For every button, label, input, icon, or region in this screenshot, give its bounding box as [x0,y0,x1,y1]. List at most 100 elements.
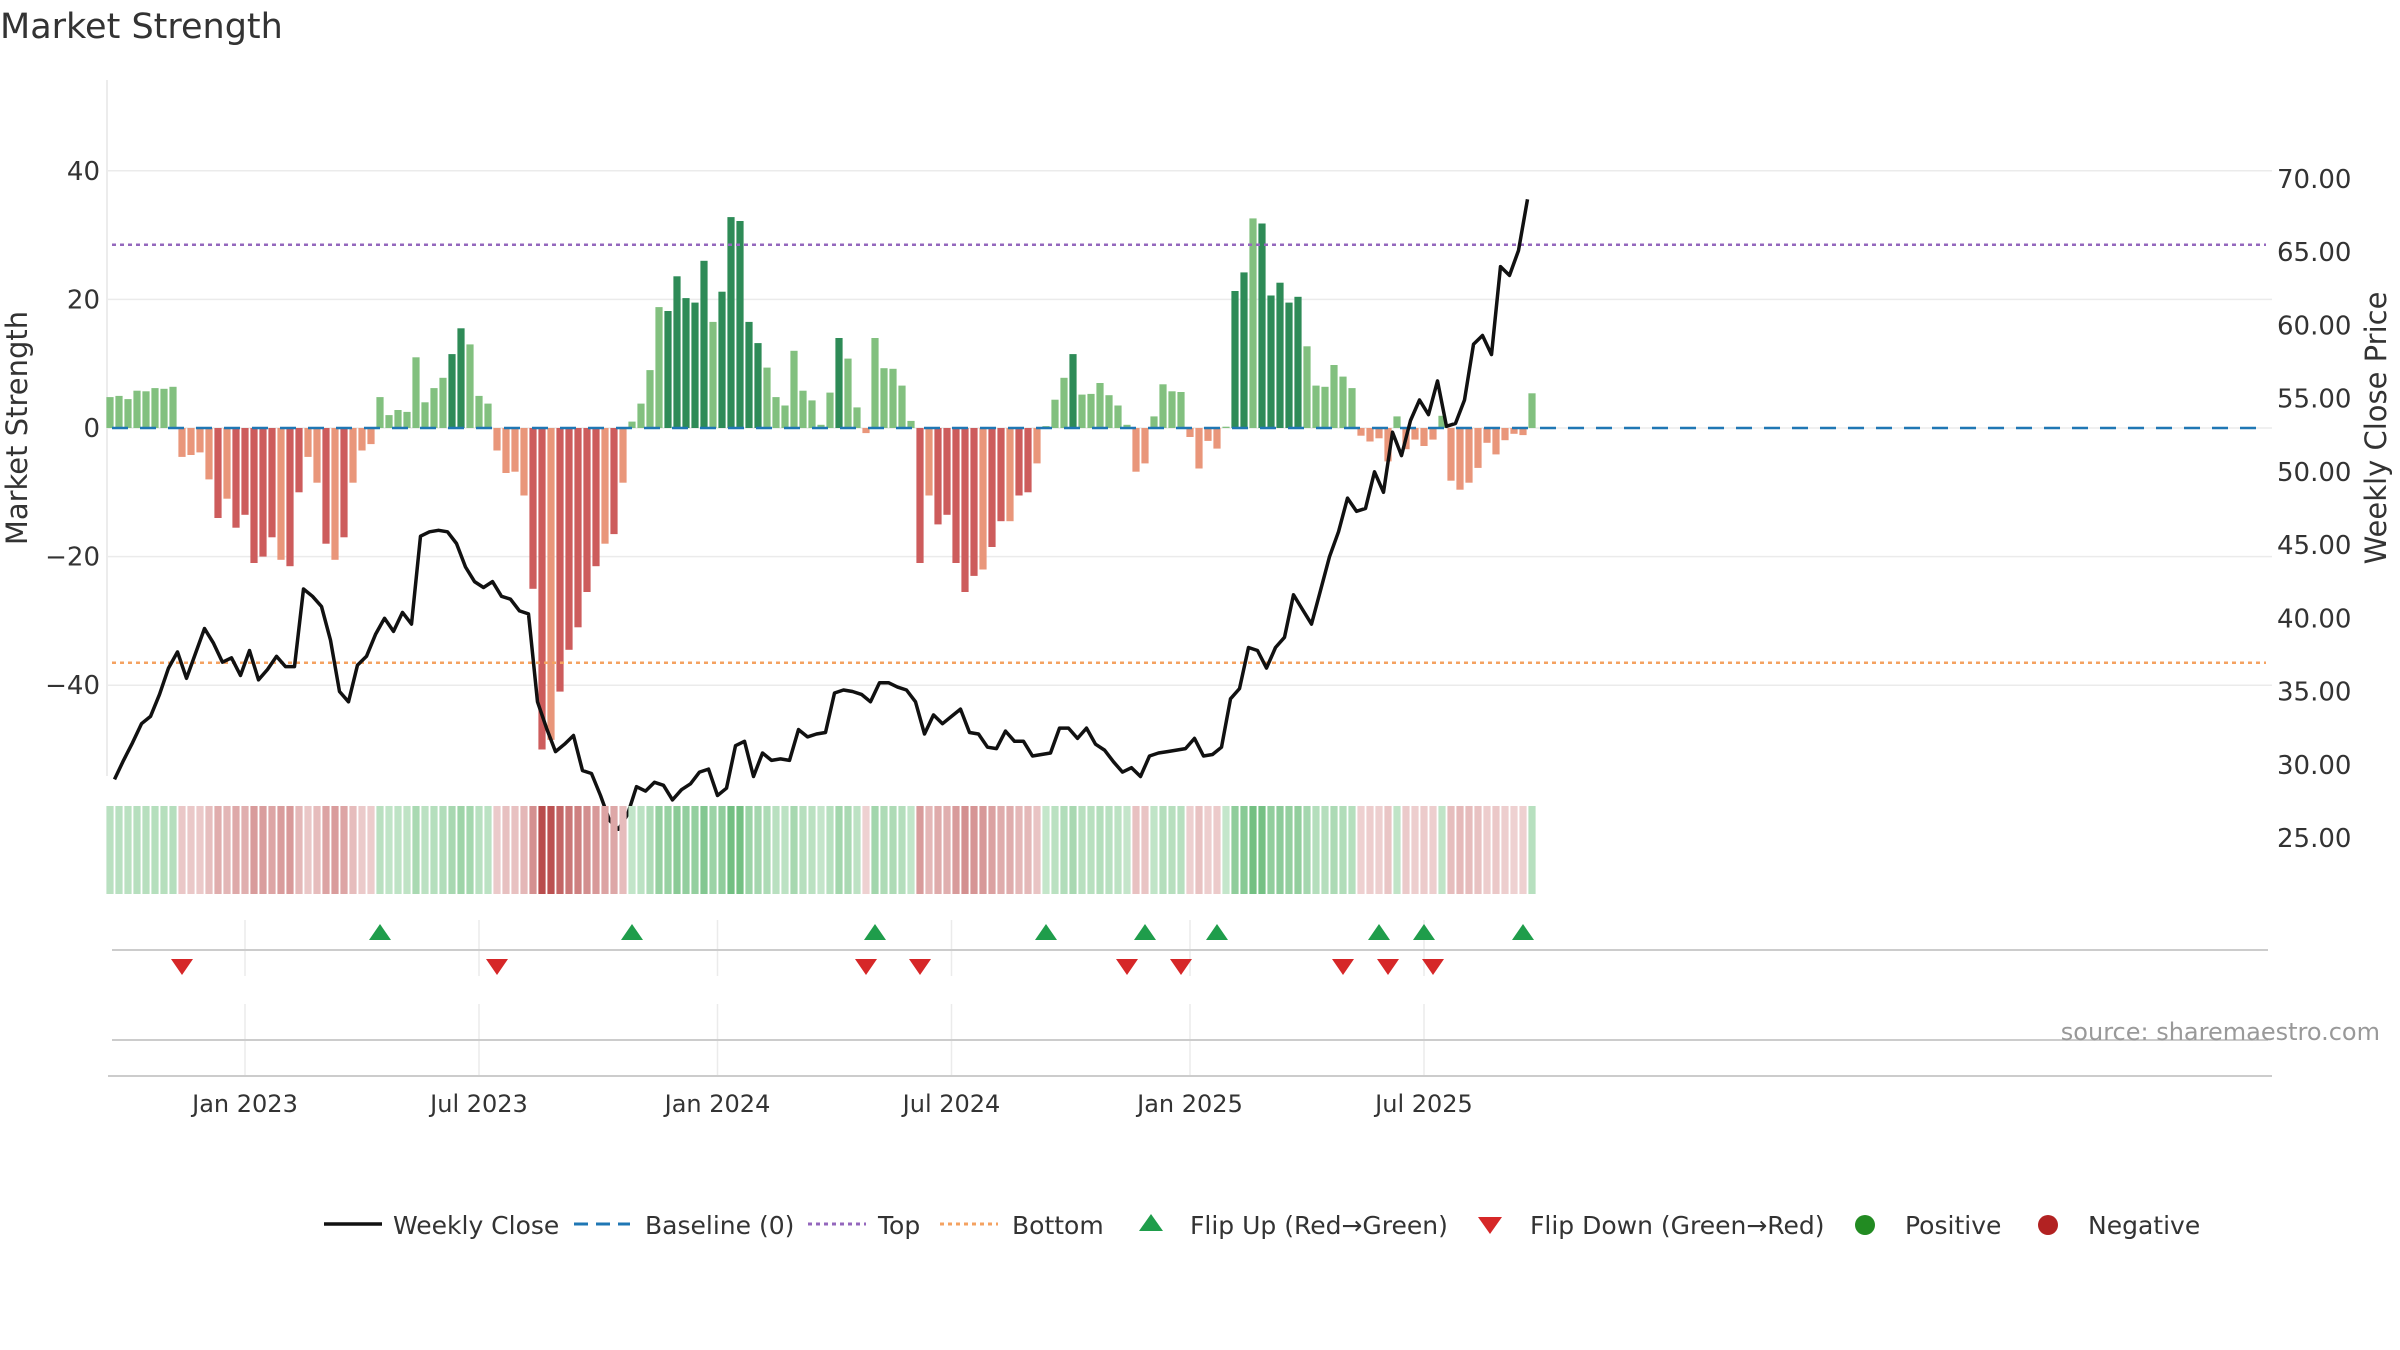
strength-bar [1159,384,1167,428]
heat-cell [1294,806,1302,894]
legend-top-label: Top [877,1211,920,1240]
y2-tick-label: 55.00 [2277,385,2351,415]
heat-cell [1420,806,1428,894]
heat-cell [349,806,357,894]
flip-up-marker [1134,924,1156,940]
strength-bar [421,402,429,428]
heat-cell [160,806,168,894]
heat-cell [916,806,924,894]
heat-cell [1051,806,1059,894]
heat-cell [583,806,591,894]
heat-cell [601,806,609,894]
strength-bar [889,368,897,428]
strength-bar [853,407,861,428]
heat-cell [781,806,789,894]
strength-bar [799,390,807,428]
x-tick-label: Jul 2023 [428,1090,528,1118]
x-tick-label: Jan 2024 [663,1090,771,1118]
heat-cell [1078,806,1086,894]
strength-bar [394,410,402,428]
heat-cell [1375,806,1383,894]
strength-bar [475,395,483,428]
heat-cell [979,806,987,894]
strength-bar [295,428,303,493]
strength-bar [1258,223,1266,428]
flip-up-marker [1512,924,1534,940]
strength-bar [205,428,213,480]
strength-bar [718,291,726,428]
legend-positive: Positive [1855,1211,2001,1240]
flip-up-marker [1035,924,1057,940]
heat-cell [1105,806,1113,894]
heat-cell [457,806,465,894]
flip-down-marker [1116,959,1138,975]
heat-cell [367,806,375,894]
strength-bar [1483,428,1491,443]
strength-bar [1222,426,1230,428]
heat-cell [358,806,366,894]
heat-cell [241,806,249,894]
strength-bar [1519,428,1527,436]
strength-bar [1393,416,1401,428]
heat-cell [997,806,1005,894]
strength-bar [1060,377,1068,428]
strength-bar [232,428,240,528]
legend-top: Top [808,1211,920,1240]
strength-bar [277,428,285,560]
heat-cell [1141,806,1149,894]
heat-cell [1384,806,1392,894]
heat-cell [1330,806,1338,894]
strength-bar [673,276,681,428]
strength-bar [1474,428,1482,468]
y2-tick-label: 70.00 [2277,165,2351,195]
strength-bar [1168,391,1176,428]
strength-bar [970,428,978,576]
heat-cell [340,806,348,894]
flip-down-marker [855,959,877,975]
strength-bar [115,395,123,428]
heat-cell [1177,806,1185,894]
heat-cell [1096,806,1104,894]
heat-cell [214,806,222,894]
heat-cell [322,806,330,894]
heat-cell [934,806,942,894]
legend-flip-up: Flip Up (Red→Green) [1139,1211,1448,1240]
strength-bar [997,428,1005,522]
heat-cell [1312,806,1320,894]
heat-cell [1285,806,1293,894]
heat-cell [1123,806,1131,894]
legend-weekly-close-label: Weekly Close [393,1211,559,1240]
strength-bar [880,368,888,428]
heat-cell [421,806,429,894]
flip-markers [112,924,2268,975]
heat-cell [880,806,888,894]
strength-bar [1096,383,1104,428]
heat-cell [1222,806,1230,894]
strength-bar [349,428,357,483]
heat-cell [1267,806,1275,894]
heat-cell [1510,806,1518,894]
heat-cell [205,806,213,894]
strength-bar [961,428,969,592]
strength-bar [745,321,753,428]
strength-bar [1024,428,1032,493]
strength-bar [574,428,582,628]
level-lines [112,243,2266,664]
x-tick-label: Jan 2023 [190,1090,298,1118]
strength-bar [313,428,321,483]
heat-cell [475,806,483,894]
strength-bar [934,428,942,525]
strength-bar [1006,428,1014,522]
y-axis-label: Market Strength [0,311,34,545]
heat-cell [169,806,177,894]
strength-bar [493,428,501,451]
strength-bar [772,397,780,428]
heat-cell [1402,806,1410,894]
strength-bar [781,405,789,428]
heat-cell [1519,806,1527,894]
legend: Weekly Close Baseline (0) Top Bottom Fli… [324,1211,2200,1240]
flip-down-marker [909,959,931,975]
legend-negative-label: Negative [2088,1211,2200,1240]
strength-bar [1276,282,1284,428]
y2-axis-label: Weekly Close Price [2359,292,2393,565]
